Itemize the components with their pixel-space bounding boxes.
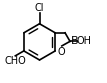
Text: CHO: CHO [4,56,26,66]
Text: Cl: Cl [35,3,44,13]
Text: OH: OH [77,36,92,46]
Text: B: B [71,36,79,46]
Text: O: O [57,47,65,57]
